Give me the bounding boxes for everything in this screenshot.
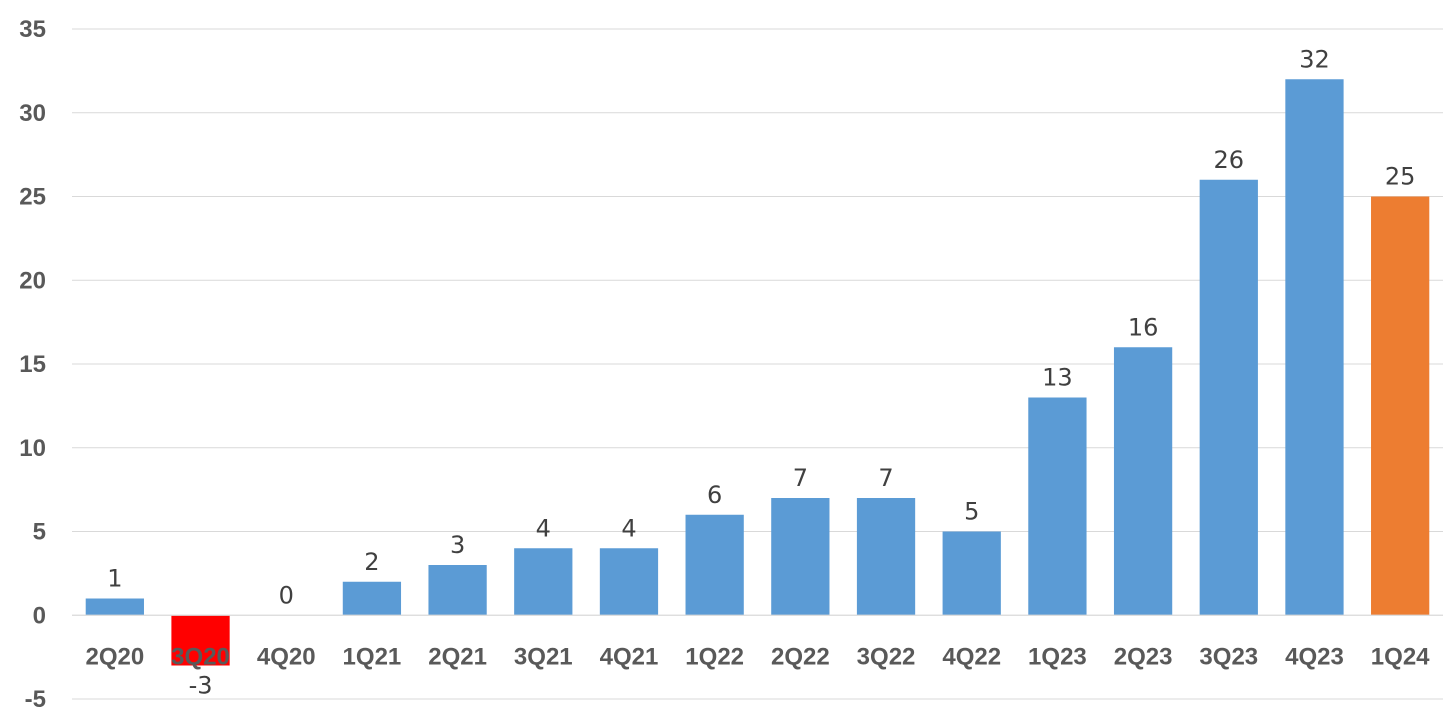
x-tick-label: 1Q24 bbox=[1371, 643, 1430, 670]
data-label: 1 bbox=[107, 565, 122, 593]
x-tick-label: 1Q22 bbox=[685, 643, 744, 670]
bar-3Q20 bbox=[171, 615, 230, 666]
x-tick-label: 2Q23 bbox=[1114, 643, 1173, 670]
bar-3Q22 bbox=[856, 498, 916, 616]
bar-4Q23 bbox=[1285, 79, 1344, 616]
data-label: 7 bbox=[793, 464, 808, 492]
data-label: 3 bbox=[450, 531, 465, 559]
data-label: 26 bbox=[1214, 146, 1245, 174]
bar-2Q23 bbox=[1113, 347, 1173, 616]
x-tick-label: 3Q23 bbox=[1199, 643, 1258, 670]
y-tick-label: 10 bbox=[19, 435, 46, 462]
data-label: 25 bbox=[1385, 163, 1416, 191]
data-label: 2 bbox=[364, 548, 379, 576]
gridlines bbox=[72, 28, 1443, 700]
x-tick-label: 1Q23 bbox=[1028, 643, 1087, 670]
data-label: 4 bbox=[536, 514, 551, 542]
x-tick-label: 2Q21 bbox=[428, 643, 487, 670]
y-tick-label: 0 bbox=[33, 602, 46, 629]
x-tick-label: 2Q22 bbox=[771, 643, 830, 670]
y-tick-label: 25 bbox=[19, 184, 46, 211]
bar-1Q23 bbox=[1028, 397, 1087, 616]
x-tick-label: 4Q23 bbox=[1285, 643, 1344, 670]
bar-3Q21 bbox=[514, 548, 573, 616]
data-label: -3 bbox=[189, 672, 213, 700]
bar-2Q20 bbox=[85, 598, 144, 616]
x-tick-label: 3Q21 bbox=[514, 643, 573, 670]
y-tick-label: 5 bbox=[33, 519, 46, 546]
bar-4Q21 bbox=[599, 548, 659, 616]
x-tick-label: 2Q20 bbox=[85, 643, 144, 670]
bar-2Q22 bbox=[771, 498, 830, 616]
bar-1Q24 bbox=[1371, 196, 1430, 616]
bar-1Q22 bbox=[685, 514, 744, 616]
data-label: 32 bbox=[1299, 45, 1330, 73]
bars bbox=[85, 79, 1430, 666]
y-tick-label: -5 bbox=[25, 686, 46, 713]
x-tick-label: 4Q22 bbox=[942, 643, 1001, 670]
y-tick-label: 20 bbox=[19, 267, 46, 294]
data-label: 5 bbox=[964, 498, 979, 526]
data-label: 4 bbox=[621, 514, 636, 542]
bar-1Q21 bbox=[342, 581, 402, 616]
data-label: 6 bbox=[707, 481, 722, 509]
data-label: 7 bbox=[878, 464, 893, 492]
y-tick-label: 35 bbox=[19, 16, 46, 43]
x-axis-tick-labels: 2Q20 3Q20 4Q20 1Q21 2Q21 3Q21 4Q21 1Q22 2Q22 3Q22… bbox=[85, 643, 1430, 670]
x-tick-label: 4Q20 bbox=[257, 643, 316, 670]
x-tick-label: 1Q21 bbox=[343, 643, 402, 670]
x-tick-label: 3Q20 bbox=[171, 643, 230, 670]
bar-2Q21 bbox=[428, 565, 487, 616]
y-tick-label: 15 bbox=[19, 351, 46, 378]
bar-3Q23 bbox=[1199, 179, 1258, 616]
data-label: 13 bbox=[1042, 364, 1073, 392]
x-tick-label: 3Q22 bbox=[857, 643, 916, 670]
data-label: 16 bbox=[1128, 313, 1159, 341]
x-tick-label: 4Q21 bbox=[600, 643, 659, 670]
data-labels: 1 -3 0 2 3 4 4 6 7 7 5 13 16 26 32 25 bbox=[107, 45, 1415, 699]
data-label: 0 bbox=[279, 581, 294, 609]
bar-4Q22 bbox=[942, 531, 1001, 616]
y-tick-label: 30 bbox=[19, 100, 46, 127]
y-axis-tick-labels: -5 0 5 10 15 20 25 30 35 bbox=[19, 16, 46, 713]
